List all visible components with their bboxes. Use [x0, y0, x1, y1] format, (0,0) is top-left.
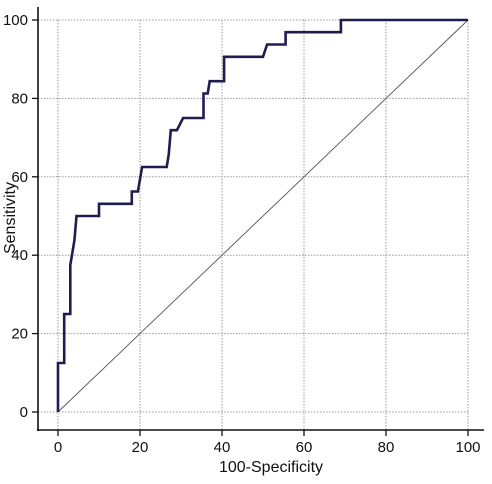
axes — [37, 7, 484, 431]
x-tick-label-5: 100 — [455, 439, 480, 456]
y-tick-label-5: 100 — [3, 12, 28, 29]
y-tick-label-1: 20 — [11, 326, 28, 343]
x-axis-title: 100-Specificity — [219, 459, 323, 476]
y-tick-label-4: 80 — [11, 90, 28, 107]
y-tick-label-3: 60 — [11, 169, 28, 186]
tick-labels: 0 20 40 60 80 100 0 20 40 60 80 100 — [3, 12, 481, 456]
y-tick-label-0: 0 — [20, 404, 28, 421]
x-tick-label-2: 40 — [214, 439, 231, 456]
series-layer — [56, 18, 469, 413]
y-tick-label-2: 40 — [11, 247, 28, 264]
x-tick-label-3: 60 — [296, 439, 313, 456]
x-tick-label-0: 0 — [54, 439, 62, 456]
x-tick-label-1: 20 — [132, 439, 149, 456]
roc-curve-line — [56, 18, 468, 412]
tick-marks — [32, 19, 469, 436]
y-axis-title: Sensitivity — [2, 182, 19, 254]
reference-diagonal-line — [57, 19, 469, 413]
x-tick-label-4: 80 — [378, 439, 395, 456]
